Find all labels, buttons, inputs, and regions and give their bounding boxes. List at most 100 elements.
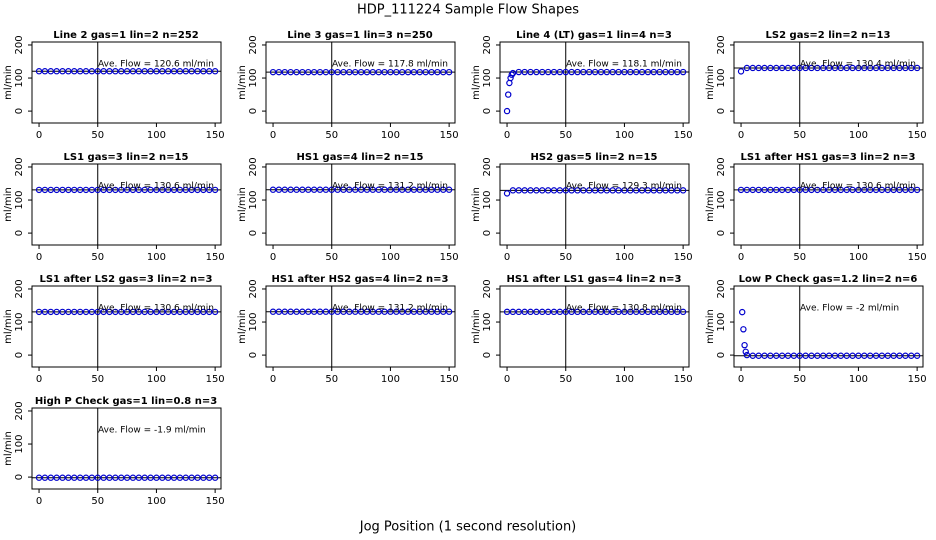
point (550, 68, 558, 76)
point (662, 308, 669, 316)
point (515, 308, 522, 316)
panel-title: HS1 after HS2 gas=4 lin=2 n=3 (271, 274, 448, 285)
point (778, 352, 786, 359)
point (778, 64, 786, 72)
point (849, 352, 856, 359)
y-tick-label: 0 (482, 230, 493, 236)
point (381, 308, 388, 315)
point (129, 308, 137, 316)
point (53, 68, 60, 75)
y-tick-label: 0 (248, 108, 259, 114)
y-tick-label: 100 (14, 312, 25, 331)
y-tick-label: 100 (248, 312, 259, 331)
point (556, 308, 564, 316)
point (749, 352, 756, 359)
point (410, 186, 418, 193)
point (357, 308, 365, 315)
point (913, 352, 921, 359)
point (393, 308, 400, 315)
point (281, 308, 288, 315)
point (211, 308, 219, 316)
point (35, 68, 43, 75)
x-tick-label: 150 (674, 252, 693, 263)
panel-title: HS1 gas=4 lin=2 n=15 (297, 152, 424, 163)
point (609, 68, 616, 76)
point (194, 186, 201, 194)
point (47, 308, 54, 316)
point (47, 186, 54, 194)
point (668, 308, 675, 316)
point (281, 68, 288, 76)
point (393, 68, 400, 76)
point (861, 64, 868, 72)
point (153, 308, 160, 316)
point (147, 308, 154, 316)
x-tick-label: 0 (504, 374, 510, 385)
point (118, 474, 125, 481)
point (182, 68, 189, 75)
annotation: Ave. Flow = 130.4 ml/min (800, 60, 916, 70)
x-tick-label: 0 (36, 374, 42, 385)
point (275, 186, 283, 193)
y-tick-label: 200 (248, 157, 259, 176)
point (416, 308, 423, 315)
x-tick-label: 50 (559, 252, 572, 263)
point (182, 186, 189, 194)
x-tick-label: 100 (849, 130, 868, 141)
y-axis-label: ml/min (3, 309, 14, 344)
x-tick-label: 150 (206, 496, 225, 507)
panel-title: HS2 gas=5 lin=2 n=15 (531, 152, 658, 163)
point (603, 68, 611, 76)
y-axis-label: ml/min (471, 187, 482, 222)
annotation: Ave. Flow = -1.9 ml/min (98, 426, 206, 436)
point (164, 186, 172, 194)
point (741, 341, 748, 349)
point (650, 68, 657, 76)
y-axis-label: ml/min (237, 309, 248, 344)
point (357, 186, 365, 193)
point (650, 187, 657, 194)
point (890, 64, 897, 72)
x-tick-label: 0 (270, 252, 276, 263)
annotation: Ave. Flow = 117.8 ml/min (332, 60, 448, 70)
y-axis-label: ml/min (471, 65, 482, 100)
point (170, 308, 178, 316)
y-axis-label: ml/min (705, 65, 716, 100)
point (621, 68, 628, 76)
point (100, 68, 107, 75)
point (35, 186, 43, 194)
point (755, 64, 762, 72)
point (159, 68, 166, 75)
panel-title: HS1 after LS1 gas=4 lin=2 n=3 (506, 274, 681, 285)
point (328, 68, 335, 76)
point (206, 68, 213, 75)
point (322, 68, 330, 76)
y-tick-label: 200 (482, 279, 493, 298)
point (287, 308, 294, 315)
point (71, 68, 78, 75)
plot-frame (31, 41, 222, 124)
x-tick-label: 0 (270, 130, 276, 141)
y-axis-label: ml/min (3, 187, 14, 222)
point (632, 187, 640, 194)
point (609, 308, 616, 316)
point (106, 474, 113, 481)
point (88, 186, 96, 194)
point (206, 186, 213, 194)
y-tick-label: 200 (14, 35, 25, 54)
x-tick-label: 0 (738, 252, 744, 263)
point (808, 186, 815, 194)
point (872, 64, 880, 72)
point (755, 352, 762, 359)
point (118, 68, 125, 75)
point (749, 64, 756, 72)
point (112, 186, 119, 194)
point (363, 68, 371, 76)
point (94, 308, 101, 316)
point (65, 68, 72, 75)
x-tick-label: 100 (381, 374, 400, 385)
point (123, 474, 131, 481)
point (866, 352, 874, 359)
point (422, 308, 429, 315)
